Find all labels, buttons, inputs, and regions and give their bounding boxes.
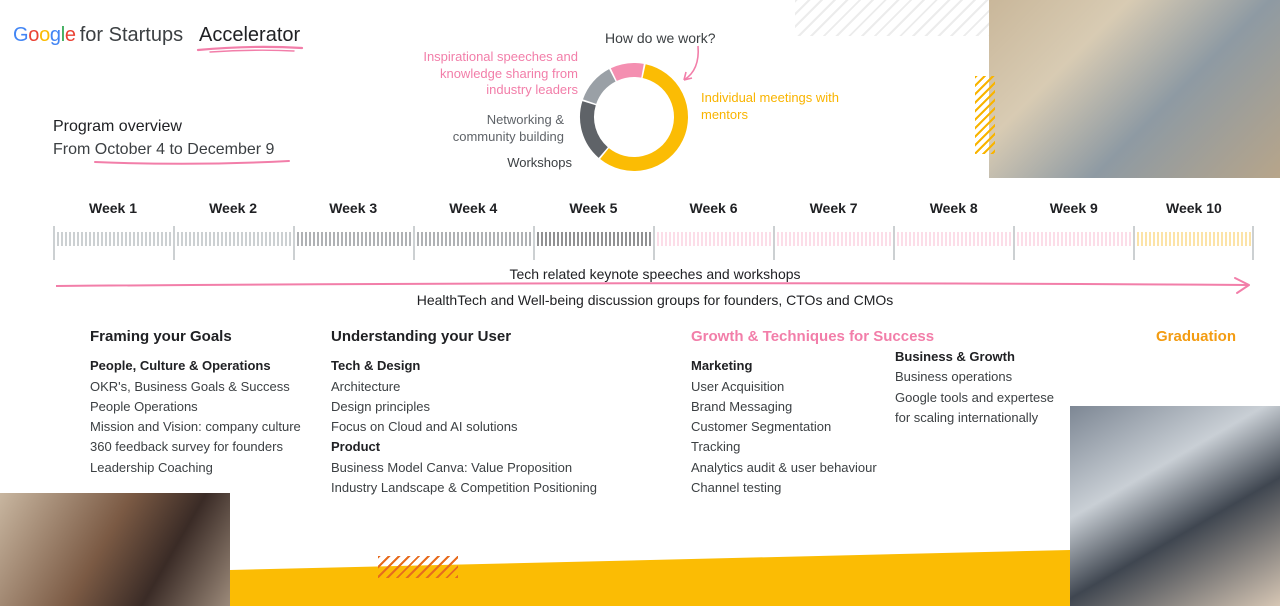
- brand-suffix: for Startups: [79, 24, 184, 46]
- donut-label-individual: Individual meetings with mentors: [701, 90, 840, 122]
- list-item: Customer Segmentation: [691, 419, 832, 435]
- hatch-decoration: [975, 76, 995, 154]
- timeline-arrow: [55, 277, 1250, 294]
- list-item: for scaling internationally: [895, 409, 1039, 425]
- column-title: Framing your Goals: [90, 328, 232, 345]
- underline-stroke: [94, 160, 290, 165]
- column-subtitle: Tech & Design: [331, 358, 421, 374]
- column-title: Growth & Techniques for Success: [691, 328, 935, 345]
- photo-networking-event: [1070, 406, 1280, 606]
- week-label: Week 8: [929, 200, 978, 216]
- list-item: Design principles: [331, 398, 430, 414]
- donut-label-networking: Networking & community building: [452, 112, 564, 144]
- column-title: Graduation: [1156, 328, 1237, 345]
- list-item: People Operations: [90, 398, 198, 414]
- google-wordmark: Google: [13, 24, 76, 46]
- week-label: Week 7: [809, 200, 858, 216]
- week-label: Week 3: [329, 200, 378, 216]
- column-framing-goals: Framing your Goals People, Culture & Ope…: [90, 327, 301, 478]
- hatch-decoration: [378, 556, 458, 578]
- timeline-ruler: [53, 226, 1254, 260]
- underline-stroke: [196, 45, 304, 53]
- week-label: Week 5: [569, 200, 618, 216]
- donut-label-inspirational: Inspirational speeches and knowledge sha…: [423, 49, 578, 97]
- list-item: Tracking: [691, 439, 741, 455]
- hatch-decoration: [795, 0, 989, 36]
- column-graduation: Graduation: [1156, 327, 1236, 356]
- donut-chart: [580, 63, 688, 171]
- brand-letter: g: [49, 24, 61, 46]
- column-subtitle: Product: [331, 439, 381, 455]
- brand-letter: l: [60, 24, 65, 46]
- overview-dates: From October 4 to December 9: [53, 141, 275, 158]
- list-item: Focus on Cloud and AI solutions: [331, 419, 518, 435]
- column-subtitle: People, Culture & Operations: [90, 358, 271, 374]
- brand-letter: G: [13, 24, 29, 46]
- list-item: Business Model Canva: Value Proposition: [331, 459, 573, 475]
- donut-slice: [600, 64, 688, 171]
- donut-slice: [580, 101, 609, 158]
- column-growth: Growth & Techniques for Success Marketin…: [691, 327, 934, 498]
- list-item: Brand Messaging: [691, 398, 793, 414]
- list-item: Industry Landscape & Competition Positio…: [331, 480, 597, 496]
- overview-title: Program overview: [53, 118, 182, 135]
- column-subtitle: Marketing: [691, 358, 753, 374]
- list-item: Analytics audit & user behaviour: [691, 459, 877, 475]
- program-name: Accelerator: [199, 24, 301, 46]
- list-item: 360 feedback survey for founders: [90, 439, 283, 455]
- list-item: Leadership Coaching: [90, 459, 213, 475]
- donut-slice: [610, 63, 644, 82]
- list-item: OKR's, Business Goals & Success: [90, 378, 290, 394]
- brand-letter: o: [28, 24, 40, 46]
- list-item: Business operations: [895, 369, 1013, 385]
- column-understanding-user: Understanding your User Tech & Design Ar…: [331, 327, 597, 498]
- column-title: Understanding your User: [331, 328, 512, 345]
- column-subtitle: Business & Growth: [895, 349, 1015, 364]
- healthtech-track: HealthTech and Well-being discussion gro…: [416, 292, 894, 308]
- donut-label-workshops: Workshops: [507, 155, 572, 170]
- week-label: Week 6: [689, 200, 738, 216]
- week-label: Week 10: [1166, 200, 1222, 216]
- list-item: Google tools and expertese: [895, 389, 1054, 405]
- photo-mentor-whiteboard: [989, 0, 1280, 178]
- week-label: Week 4: [449, 200, 498, 216]
- keynote-track: Tech related keynote speeches and worksh…: [509, 266, 801, 282]
- column-business-growth: Business & Growth Business operations Go…: [895, 347, 1054, 428]
- brand-letter: o: [39, 24, 50, 46]
- curved-arrow-icon: [683, 45, 700, 81]
- list-item: Mission and Vision: company culture: [90, 419, 301, 435]
- photo-team-laptop: [0, 493, 230, 606]
- week-label: Week 1: [89, 200, 137, 216]
- week-label: Week 9: [1049, 200, 1098, 216]
- list-item: Architecture: [331, 378, 401, 394]
- donut-slice: [582, 69, 616, 105]
- google-for-startups-logo: Google for Startups: [13, 24, 183, 47]
- list-item: User Acquisition: [691, 378, 785, 394]
- brand-letter: e: [64, 24, 76, 46]
- donut-question: How do we work?: [605, 30, 716, 46]
- week-label: Week 2: [209, 200, 258, 216]
- list-item: Channel testing: [691, 480, 782, 496]
